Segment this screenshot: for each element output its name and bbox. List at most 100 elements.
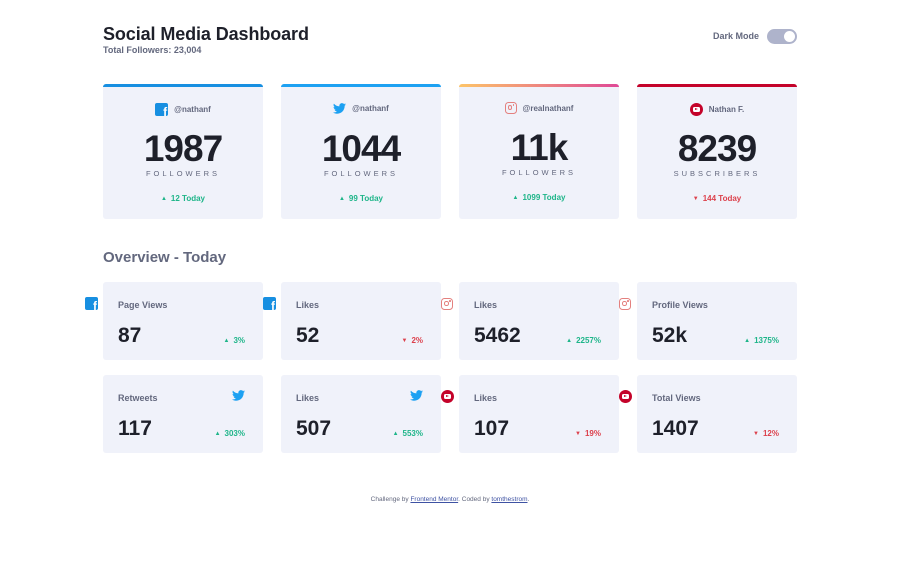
arrow-up-icon: ▲	[214, 430, 221, 437]
overview-value: 507	[296, 417, 332, 440]
overview-card-instagram-likes[interactable]: Likes 5462 ▲ 2257%	[441, 282, 619, 360]
overview-card-facebook-likes[interactable]: Likes 52 ▼ 2%	[263, 282, 441, 360]
overview-change: ▲ 1375%	[744, 336, 779, 345]
overview-title: Overview - Today	[103, 249, 227, 266]
overview-change: ▼ 12%	[753, 429, 779, 438]
today-change: ▲ 12 Today	[103, 194, 263, 203]
overview-value: 5462	[474, 324, 521, 347]
frontend-mentor-link[interactable]: Frontend Mentor	[410, 496, 459, 503]
count-unit: FOLLOWERS	[323, 169, 399, 178]
card-handle: Nathan F.	[637, 103, 797, 116]
arrow-up-icon: ▲	[512, 194, 519, 201]
author-link[interactable]: tomthestrom	[491, 496, 528, 503]
count-unit: FOLLOWERS	[501, 168, 577, 177]
twitter-icon	[333, 103, 347, 114]
overview-value: 1407	[652, 417, 699, 440]
overview-card-twitter-likes[interactable]: Likes 507 ▲ 553%	[281, 375, 441, 453]
overview-value: 107	[474, 417, 510, 440]
overview-card-page-views[interactable]: Page Views 87 ▲ 3%	[85, 282, 263, 360]
overview-change: ▲ 553%	[393, 429, 423, 438]
card-accent-bar	[103, 84, 263, 87]
card-facebook[interactable]: @nathanf 1987 FOLLOWERS ▲ 12 Today	[103, 84, 263, 219]
card-accent-bar	[459, 84, 619, 87]
overview-change: ▼ 2%	[401, 336, 423, 345]
dark-mode-toggle[interactable]	[767, 28, 797, 44]
overview-change: ▲ 303%	[215, 429, 245, 438]
overview-value: 117	[118, 417, 152, 440]
arrow-down-icon: ▼	[753, 430, 759, 437]
dark-mode-label: Dark Mode	[712, 31, 759, 41]
handle-text: @nathanf	[174, 105, 211, 114]
arrow-down-icon: ▼	[692, 195, 699, 202]
arrow-down-icon: ▼	[401, 337, 408, 344]
subscriber-count: 8239	[677, 128, 757, 169]
card-handle: @nathanf	[103, 103, 263, 116]
youtube-icon	[441, 390, 454, 403]
card-accent-bar	[637, 84, 797, 87]
overview-pct: 1375%	[754, 336, 779, 345]
overview-label: Likes	[296, 300, 320, 310]
arrow-up-icon: ▲	[566, 337, 573, 344]
overview-pct: 2%	[411, 336, 423, 345]
today-change: ▲ 1099 Today	[459, 193, 619, 202]
instagram-icon	[441, 298, 453, 310]
overview-pct: 553%	[402, 429, 423, 438]
today-text: 12 Today	[170, 194, 206, 203]
today-text: 1099 Today	[522, 193, 566, 202]
overview-card-total-views[interactable]: Total Views 1407 ▼ 12%	[619, 375, 797, 453]
facebook-icon	[263, 297, 276, 310]
arrow-up-icon: ▲	[392, 430, 399, 437]
footer-suffix: .	[527, 496, 530, 503]
toggle-knob	[784, 30, 795, 42]
overview-card-youtube-likes[interactable]: Likes 107 ▼ 19%	[441, 375, 619, 453]
overview-card-retweets[interactable]: Retweets 117 ▲ 303%	[103, 375, 263, 453]
follower-count: 1987	[143, 128, 223, 169]
overview-label: Likes	[474, 393, 498, 403]
today-text: 144 Today	[702, 194, 742, 203]
twitter-icon	[410, 390, 423, 401]
handle-text: @nathanf	[352, 104, 389, 113]
card-youtube[interactable]: Nathan F. 8239 SUBSCRIBERS ▼ 144 Today	[637, 84, 797, 219]
arrow-down-icon: ▼	[575, 430, 581, 437]
overview-label: Profile Views	[652, 300, 708, 310]
count-unit: SUBSCRIBERS	[673, 169, 761, 178]
twitter-icon	[232, 390, 245, 401]
header: Social Media Dashboard Total Followers: …	[103, 24, 797, 60]
overview-pct: 3%	[233, 336, 245, 345]
instagram-icon	[619, 298, 631, 310]
today-change: ▼ 144 Today	[637, 194, 797, 203]
overview-label: Total Views	[652, 393, 701, 403]
card-handle: @nathanf	[281, 103, 441, 114]
followers-cards: @nathanf 1987 FOLLOWERS ▲ 12 Today @nath…	[103, 84, 797, 219]
total-followers: Total Followers: 23,004	[103, 45, 202, 55]
overview-value: 52k	[652, 324, 688, 347]
overview-label: Likes	[296, 393, 320, 403]
today-text: 99 Today	[348, 194, 384, 203]
footer-prefix: Challenge by	[370, 496, 409, 503]
today-change: ▲ 99 Today	[281, 194, 441, 203]
attribution-footer: Challenge by Frontend Mentor. Coded by t…	[0, 496, 900, 503]
page-title: Social Media Dashboard	[103, 24, 309, 44]
overview-label: Retweets	[118, 393, 158, 403]
arrow-up-icon: ▲	[744, 337, 751, 344]
overview-change: ▲ 2257%	[566, 336, 601, 345]
footer-middle: . Coded by	[458, 496, 490, 503]
card-instagram[interactable]: @realnathanf 11k FOLLOWERS ▲ 1099 Today	[459, 84, 619, 219]
overview-label: Likes	[474, 300, 498, 310]
card-twitter[interactable]: @nathanf 1044 FOLLOWERS ▲ 99 Today	[281, 84, 441, 219]
card-accent-bar	[281, 84, 441, 87]
arrow-up-icon: ▲	[160, 195, 167, 202]
facebook-icon	[155, 103, 169, 116]
handle-text: Nathan F.	[708, 105, 745, 114]
overview-value: 87	[118, 324, 142, 347]
overview-card-profile-views[interactable]: Profile Views 52k ▲ 1375%	[619, 282, 797, 360]
instagram-icon	[504, 102, 517, 114]
follower-count: 1044	[321, 128, 401, 169]
overview-pct: 2257%	[576, 336, 601, 345]
dark-mode-control: Dark Mode	[713, 28, 797, 44]
arrow-up-icon: ▲	[338, 195, 345, 202]
arrow-up-icon: ▲	[223, 337, 230, 344]
overview-label: Page Views	[118, 300, 168, 310]
overview-pct: 19%	[584, 429, 601, 438]
card-handle: @realnathanf	[459, 102, 619, 114]
